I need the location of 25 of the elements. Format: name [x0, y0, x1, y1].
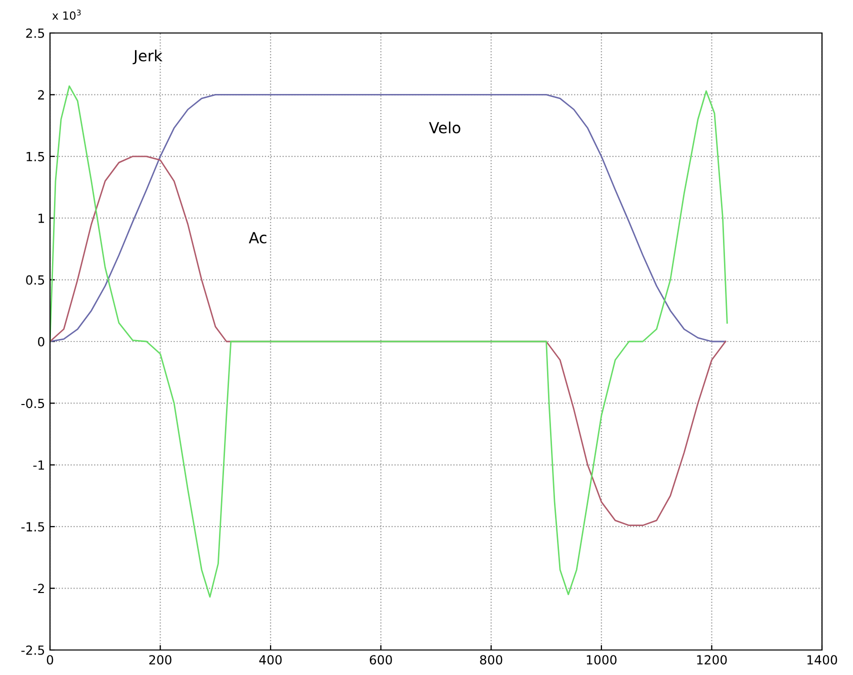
annotation: Jerk: [132, 50, 162, 64]
x-tick-label: 0: [46, 655, 54, 665]
annotation: Velo: [428, 122, 460, 134]
x-tick-label: 600: [370, 655, 392, 665]
y-tick-label: 2.5: [26, 28, 44, 38]
y-tick-label: -2: [33, 584, 44, 594]
line-series: [50, 94, 726, 342]
text: x 10$^{3}$: [52, 10, 81, 20]
y-tick-label: -1: [33, 460, 44, 470]
annotation: Ac: [248, 232, 266, 244]
x-tick-label: 200: [149, 655, 172, 665]
line-series: [50, 85, 728, 598]
y-tick-label: -0.5: [21, 398, 44, 408]
y-tick-label: -1.5: [21, 522, 44, 532]
y-tick-label: -2.5: [21, 645, 44, 655]
y-tick-label: 0: [38, 336, 44, 346]
y-tick-label: 2: [38, 90, 44, 100]
x-tick-label: 1200: [697, 655, 727, 665]
y-tick-label: 1: [38, 214, 44, 223]
x-tick-label: 1000: [586, 655, 617, 665]
x-tick-label: 800: [480, 655, 502, 665]
x-tick-label: 1400: [807, 655, 838, 665]
x-tick-label: 400: [259, 655, 282, 665]
y-tick-label: 1.5: [26, 152, 44, 162]
y-tick-label: 0.5: [26, 275, 44, 285]
